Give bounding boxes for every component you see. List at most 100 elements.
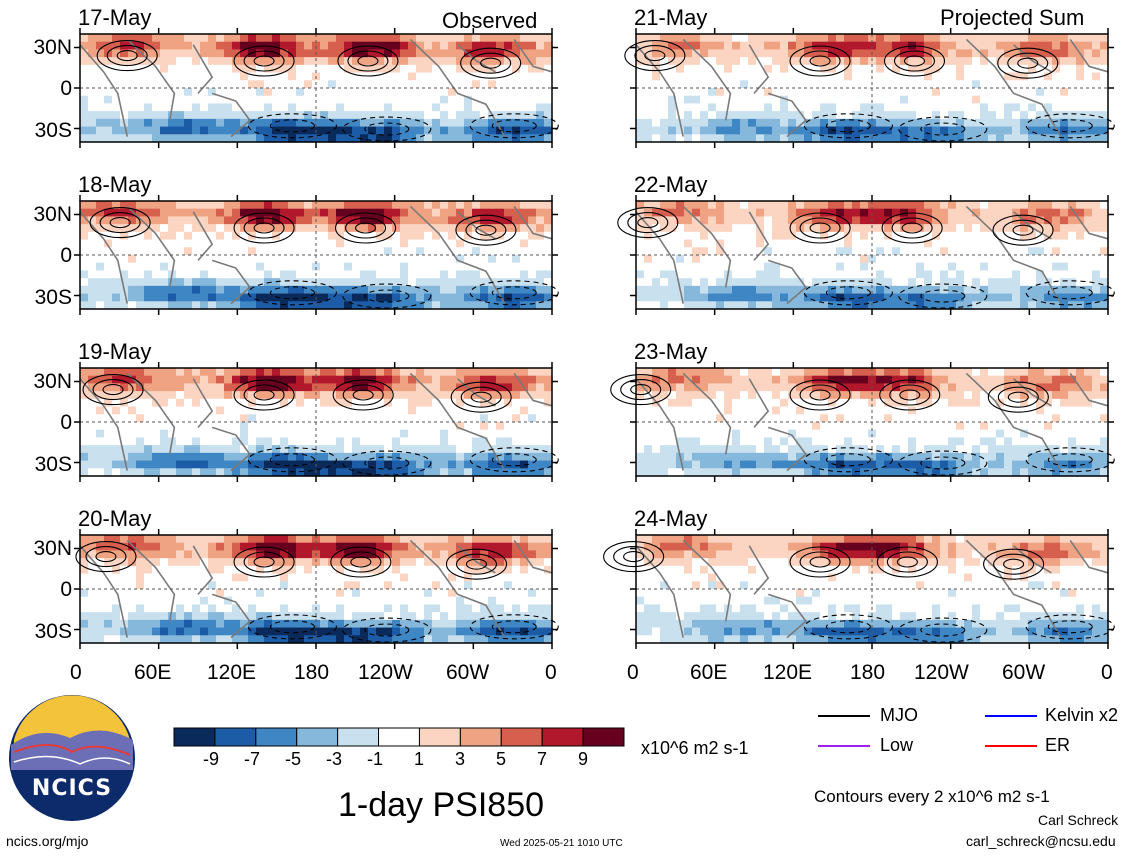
heatmap-cell bbox=[756, 224, 765, 233]
heatmap-cell bbox=[152, 270, 161, 279]
heatmap-cell bbox=[216, 88, 225, 97]
heatmap-cell bbox=[192, 452, 201, 462]
heatmap-cell bbox=[304, 231, 313, 241]
heatmap-cell bbox=[416, 468, 425, 477]
heatmap-cell bbox=[780, 262, 789, 272]
heatmap-cell bbox=[432, 88, 441, 97]
heatmap-cell bbox=[136, 627, 145, 636]
heatmap-cell bbox=[80, 429, 89, 439]
heatmap-cell bbox=[636, 111, 645, 120]
heatmap-cell bbox=[232, 278, 241, 287]
heatmap-cell bbox=[972, 270, 981, 279]
mjo-contour-negative bbox=[825, 119, 871, 133]
heatmap-cell bbox=[96, 49, 105, 58]
heatmap-cell bbox=[224, 383, 233, 392]
heatmap-cell bbox=[1084, 34, 1093, 43]
heatmap-cell bbox=[520, 596, 529, 606]
heatmap-cell bbox=[1012, 88, 1021, 97]
heatmap-cell bbox=[504, 285, 513, 295]
heatmap-cell bbox=[780, 118, 789, 128]
heatmap-cell bbox=[336, 126, 345, 135]
mjo-contour-negative bbox=[269, 453, 315, 467]
heatmap-cell bbox=[512, 391, 521, 400]
heatmap-cell bbox=[280, 429, 289, 439]
heatmap-cell bbox=[852, 239, 861, 248]
heatmap-cell bbox=[812, 57, 821, 66]
heatmap-cell bbox=[652, 88, 661, 97]
heatmap-cell bbox=[232, 72, 241, 81]
heatmap-cell bbox=[828, 111, 837, 120]
heatmap-cell bbox=[528, 468, 537, 477]
heatmap-cell bbox=[520, 118, 529, 128]
heatmap-cell bbox=[104, 437, 113, 446]
heatmap-cell bbox=[184, 231, 193, 241]
heatmap-cell bbox=[176, 41, 185, 51]
heatmap-cell bbox=[876, 255, 885, 264]
heatmap-cell bbox=[264, 118, 273, 128]
heatmap-cell bbox=[432, 437, 441, 446]
heatmap-cell bbox=[160, 468, 169, 477]
heatmap-cell bbox=[472, 293, 481, 302]
heatmap-cell bbox=[400, 301, 409, 310]
heatmap-cell bbox=[120, 558, 129, 567]
heatmap-cell bbox=[488, 627, 497, 636]
heatmap-cell bbox=[764, 64, 773, 74]
heatmap-cell bbox=[152, 391, 161, 400]
heatmap-cell bbox=[876, 95, 885, 105]
heatmap-cell bbox=[1020, 134, 1029, 143]
heatmap-cell bbox=[176, 208, 185, 218]
heatmap-cell bbox=[464, 134, 473, 143]
heatmap-cell bbox=[464, 619, 473, 629]
heatmap-cell bbox=[184, 368, 193, 377]
heatmap-cell bbox=[464, 126, 473, 135]
heatmap-cell bbox=[504, 224, 513, 233]
heatmap-cell bbox=[272, 635, 281, 644]
heatmap-cell bbox=[248, 41, 257, 51]
heatmap-cell bbox=[892, 88, 901, 97]
heatmap-cell bbox=[304, 550, 313, 559]
heatmap-cell bbox=[676, 126, 685, 135]
heatmap-cell bbox=[488, 383, 497, 392]
heatmap-cell bbox=[1028, 255, 1037, 264]
heatmap-cell bbox=[1076, 247, 1085, 256]
coastline bbox=[457, 545, 496, 574]
heatmap-cell bbox=[256, 535, 265, 544]
heatmap-cell bbox=[328, 118, 337, 128]
heatmap-cell bbox=[272, 422, 281, 431]
heatmap-cell bbox=[432, 262, 441, 272]
mjo-contour bbox=[997, 47, 1059, 79]
heatmap-cell bbox=[368, 558, 377, 567]
heatmap-cell bbox=[208, 422, 217, 431]
heatmap-cell bbox=[256, 134, 265, 143]
heatmap-cell bbox=[184, 460, 193, 469]
heatmap-cell bbox=[424, 57, 433, 66]
mjo-contour bbox=[460, 47, 522, 79]
heatmap-cell bbox=[868, 95, 877, 105]
heatmap-cell bbox=[120, 126, 129, 135]
heatmap-cell bbox=[224, 231, 233, 241]
heatmap-cell bbox=[708, 95, 717, 105]
heatmap-cell bbox=[88, 57, 97, 66]
heatmap-cell bbox=[120, 596, 129, 606]
heatmap-cell bbox=[980, 103, 989, 112]
heatmap-cell bbox=[708, 278, 717, 287]
heatmap-cell bbox=[280, 80, 289, 89]
heatmap-cell bbox=[184, 95, 193, 105]
heatmap-cell bbox=[376, 278, 385, 287]
heatmap-cell bbox=[304, 596, 313, 606]
heatmap-cell bbox=[408, 224, 417, 233]
heatmap-cell bbox=[416, 118, 425, 128]
heatmap-cell bbox=[1052, 247, 1061, 256]
heatmap-cell bbox=[80, 80, 89, 89]
heatmap-cell bbox=[232, 255, 241, 264]
heatmap-cell bbox=[528, 627, 537, 636]
heatmap-cell bbox=[900, 72, 909, 81]
heatmap-cell bbox=[796, 88, 805, 97]
heatmap-cell bbox=[852, 255, 861, 264]
heatmap-cell bbox=[892, 72, 901, 81]
heatmap-cell bbox=[804, 49, 813, 58]
heatmap-cell bbox=[528, 375, 537, 385]
heatmap-cell bbox=[772, 34, 781, 43]
heatmap-cell bbox=[352, 208, 361, 218]
heatmap-cell bbox=[280, 301, 289, 310]
